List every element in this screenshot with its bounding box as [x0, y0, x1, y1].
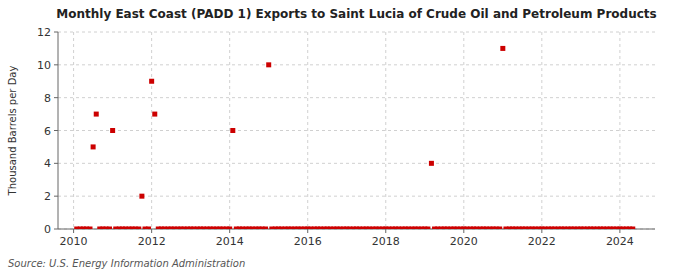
grid-line-y [58, 64, 655, 65]
point [91, 144, 96, 149]
y-axis-label: Thousand Barrels per Day [7, 66, 18, 197]
grid-line-x [541, 32, 542, 229]
chart: 2010 2012 2014 2016 2018 2020 2022 2024 0 2 4 6 8 10 1… [0, 0, 675, 275]
grid-line-x [229, 32, 230, 229]
y-tick [54, 196, 58, 197]
x-tick-label: 2016 [294, 235, 322, 248]
x-tick [229, 229, 230, 233]
x-tick-label: 2020 [450, 235, 478, 248]
y-tick [54, 64, 58, 65]
x-tick [151, 229, 152, 233]
title: Monthly East Coast (PADD 1) Exports to S… [56, 7, 656, 21]
x-tick [463, 229, 464, 233]
y-tick-label: 10 [37, 59, 51, 72]
x-tick-label: 2010 [60, 235, 88, 248]
y-tick [54, 163, 58, 164]
x-tick [73, 229, 74, 233]
grid-line-x [307, 32, 308, 229]
point [87, 227, 92, 230]
grid-line-x [73, 32, 74, 229]
point [152, 112, 157, 117]
grid [58, 32, 655, 229]
point [497, 227, 502, 230]
y-tick-label: 12 [37, 26, 51, 39]
point [110, 128, 115, 133]
x-tick-label: 2014 [216, 235, 244, 248]
grid-line-x [151, 32, 152, 229]
y-tick-label: 4 [44, 157, 51, 170]
grid-line-y [58, 32, 655, 33]
y-tick-label: 8 [44, 92, 51, 105]
point [266, 62, 271, 67]
point [136, 227, 141, 230]
x-tick [385, 229, 386, 233]
point [263, 227, 268, 230]
y-tick-label: 2 [44, 190, 51, 203]
y-tick [54, 130, 58, 131]
x-tick-label: 2012 [138, 235, 166, 248]
grid-line-y [58, 163, 655, 164]
grid-line-x [619, 32, 620, 229]
source-annotation: Source: U.S. Energy Information Administ… [8, 258, 245, 269]
point [149, 79, 154, 84]
y-tick-label: 0 [44, 223, 51, 236]
point [139, 194, 144, 199]
point [227, 227, 232, 230]
axes: 2010 2012 2014 2016 2018 2020 2022 2024 0 2 4 6 8 10 1… [37, 26, 655, 248]
grid-line-x [463, 32, 464, 229]
grid-line-y [58, 97, 655, 98]
x-tick [619, 229, 620, 233]
point [429, 161, 434, 166]
point [500, 46, 505, 51]
x-tick-label: 2018 [372, 235, 400, 248]
x-tick [307, 229, 308, 233]
point [425, 227, 430, 230]
grid-line-y [58, 196, 655, 197]
y-tick-label: 6 [44, 125, 51, 138]
y-tick [54, 229, 58, 230]
point [230, 128, 235, 133]
point [146, 227, 151, 230]
x-tick-label: 2024 [606, 235, 634, 248]
y-tick [54, 97, 58, 98]
x-tick [541, 229, 542, 233]
points [74, 46, 635, 229]
point [94, 112, 99, 117]
grid-line-y [58, 130, 655, 131]
x-tick-label: 2022 [528, 235, 556, 248]
point [107, 227, 112, 230]
y-tick [54, 32, 58, 33]
point [630, 227, 635, 230]
grid-line-x [385, 32, 386, 229]
